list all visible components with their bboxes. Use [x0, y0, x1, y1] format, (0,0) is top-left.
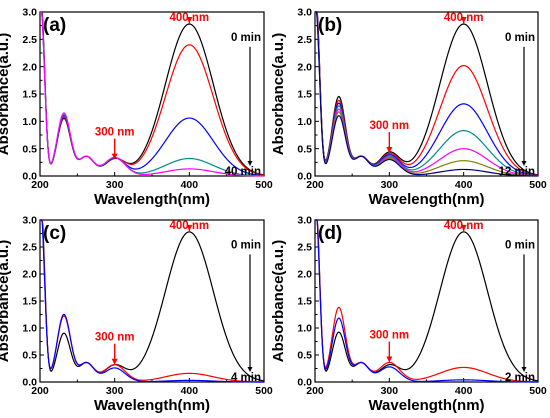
- x-axis-title: Wavelength(nm): [94, 191, 210, 208]
- y-tick-label: 0.0: [22, 171, 37, 183]
- annotation-start-time: 0 min: [231, 32, 261, 44]
- y-tick-label: 1.0: [297, 323, 312, 335]
- annotation-end-time: 12 min: [499, 166, 535, 178]
- y-tick-label: 0.5: [22, 350, 37, 362]
- y-tick-label: 2.5: [22, 34, 37, 46]
- annotation-start-time: 0 min: [505, 32, 535, 44]
- y-tick-label: 2.0: [297, 61, 312, 73]
- x-tick-label: 500: [529, 179, 547, 191]
- arrow-head-400nm: [186, 224, 193, 231]
- y-tick-label: 0.5: [22, 143, 37, 155]
- arrow-head-400nm: [460, 224, 467, 231]
- y-tick-label: 0.0: [297, 171, 312, 183]
- x-axis-title: Wavelength(nm): [94, 397, 210, 414]
- arrow-head-300nm: [386, 147, 393, 154]
- series-line-2: [315, 219, 538, 383]
- x-tick-label: 400: [455, 179, 473, 191]
- x-tick-label: 500: [529, 385, 547, 397]
- y-tick-label: 1.5: [297, 89, 312, 101]
- annotation-end-time: 40 min: [225, 166, 261, 178]
- x-tick-label: 300: [106, 179, 124, 191]
- x-axis-title: Wavelength(nm): [368, 397, 484, 414]
- annotation-300nm: 300 nm: [95, 127, 135, 139]
- chart-panel-2: 200 300 400 500 0.0 0.5 1.0 1.5 2.0 2.5 3.0 Wavelen…: [0, 215, 273, 414]
- y-tick-label: 2.0: [22, 269, 37, 281]
- x-tick-label: 200: [31, 385, 49, 397]
- y-tick-label: 2.0: [22, 61, 37, 73]
- y-axis-title: Absorbance(a.u.): [0, 33, 12, 156]
- y-tick-label: 0.5: [297, 143, 312, 155]
- series-line-6: [315, 11, 538, 177]
- y-tick-label: 2.0: [297, 269, 312, 281]
- arrow-head-300nm: [111, 153, 118, 160]
- x-tick-label: 500: [255, 179, 273, 191]
- y-tick-label: 2.5: [297, 34, 312, 46]
- arrow-head-300nm: [386, 356, 393, 363]
- y-tick-label: 1.5: [297, 296, 312, 308]
- panel-label: (d): [318, 223, 342, 244]
- y-tick-label: 0.5: [297, 350, 312, 362]
- x-tick-label: 200: [31, 179, 49, 191]
- y-tick-label: 1.5: [22, 89, 37, 101]
- time-arrow-head: [521, 161, 527, 166]
- chart-panel-3: 200 300 400 500 0.0 0.5 1.0 1.5 2.0 2.5 3.0 Wavelen…: [270, 215, 547, 414]
- panel-label: (a): [43, 15, 66, 36]
- annotation-300nm: 300 nm: [370, 330, 410, 342]
- annotation-end-time: 4 min: [231, 372, 261, 384]
- y-axis-title: Absorbance(a.u.): [270, 240, 287, 363]
- arrow-head-300nm: [111, 358, 118, 365]
- panel-label: (b): [318, 15, 342, 36]
- x-tick-label: 200: [306, 385, 324, 397]
- time-arrow-head: [521, 367, 527, 372]
- y-tick-label: 0.0: [297, 377, 312, 389]
- chart-panel-1: 200 300 400 500 0.0 0.5 1.0 1.5 2.0 2.5 3.0 Wavelen…: [270, 7, 547, 208]
- y-tick-label: 3.0: [22, 7, 37, 19]
- panel-label: (c): [43, 223, 66, 244]
- y-tick-label: 0.0: [22, 377, 37, 389]
- x-tick-label: 200: [306, 179, 324, 191]
- arrow-head-400nm: [460, 17, 467, 24]
- y-tick-label: 3.0: [22, 215, 37, 227]
- y-axis-title: Absorbance(a.u.): [0, 240, 12, 363]
- y-tick-label: 2.5: [22, 242, 37, 254]
- annotation-start-time: 0 min: [505, 239, 535, 251]
- x-axis-title: Wavelength(nm): [368, 191, 484, 208]
- y-tick-label: 2.5: [297, 242, 312, 254]
- x-tick-label: 300: [381, 179, 399, 191]
- series-line-1: [315, 219, 539, 383]
- series-line-2: [40, 219, 264, 383]
- y-tick-label: 1.0: [22, 116, 37, 128]
- x-tick-label: 400: [181, 385, 199, 397]
- y-axis-title: Absorbance(a.u.): [270, 33, 287, 156]
- y-tick-label: 1.0: [22, 323, 37, 335]
- y-tick-label: 3.0: [297, 215, 312, 227]
- annotation-300nm: 300 nm: [95, 332, 135, 344]
- annotation-end-time: 2 min: [505, 372, 535, 384]
- annotation-start-time: 0 min: [231, 239, 261, 251]
- time-arrow-head: [247, 161, 253, 166]
- x-tick-label: 300: [381, 385, 399, 397]
- x-tick-label: 500: [255, 385, 273, 397]
- series-line-0: [315, 219, 539, 382]
- x-tick-label: 400: [181, 179, 199, 191]
- series-line-0: [40, 219, 265, 382]
- y-tick-label: 1.0: [297, 116, 312, 128]
- arrow-head-400nm: [186, 17, 193, 24]
- x-tick-label: 400: [455, 385, 473, 397]
- chart-panel-0: 200 300 400 500 0.0 0.5 1.0 1.5 2.0 2.5 3.0 Wavelen…: [0, 7, 273, 208]
- annotation-300nm: 300 nm: [370, 120, 410, 132]
- y-tick-label: 1.5: [22, 296, 37, 308]
- x-tick-label: 300: [106, 385, 124, 397]
- time-arrow-head: [247, 367, 253, 372]
- y-tick-label: 3.0: [297, 7, 312, 19]
- series-line-4: [40, 11, 265, 177]
